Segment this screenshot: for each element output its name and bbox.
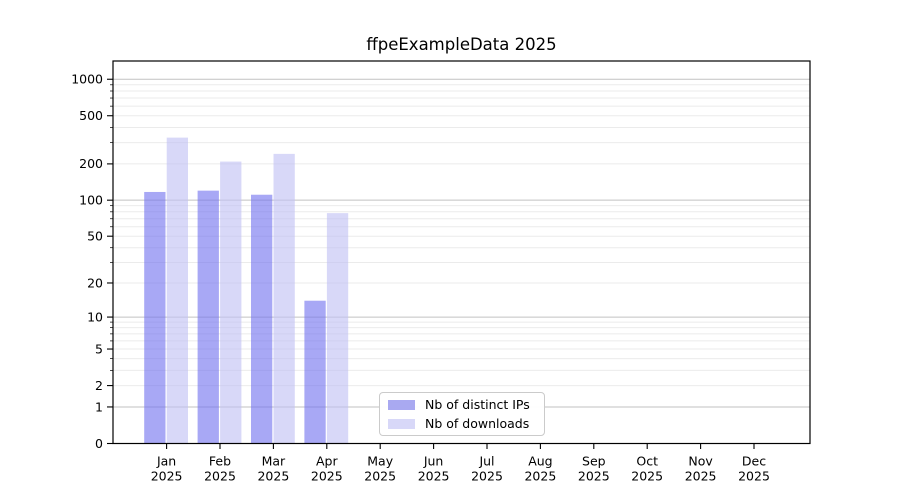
y-tick-label: 5 <box>95 341 103 356</box>
x-tick-label-year: 2025 <box>418 469 450 484</box>
y-tick-label: 1000 <box>71 72 103 87</box>
x-tick-label-month: Dec <box>742 454 766 469</box>
x-tick-label-month: Aug <box>528 454 552 469</box>
x-tick-label-month: Nov <box>688 454 713 469</box>
x-tick-label-month: Jun <box>423 454 444 469</box>
x-tick-label-year: 2025 <box>364 469 396 484</box>
x-tick-label-month: Sep <box>582 454 606 469</box>
x-tick-label-month: Jul <box>478 454 494 469</box>
x-tick-label-year: 2025 <box>578 469 610 484</box>
y-tick-label: 500 <box>79 108 103 123</box>
y-tick-label: 0 <box>95 436 103 451</box>
x-tick-label-month: May <box>367 454 393 469</box>
legend-swatch-downloads-icon <box>388 418 415 429</box>
bar-downloads <box>326 213 349 444</box>
bar-downloads <box>273 153 295 444</box>
bar-downloads <box>220 161 242 444</box>
bar-distinct-ips <box>197 190 219 444</box>
x-tick-label-year: 2025 <box>738 469 770 484</box>
bar-distinct-ips <box>251 194 273 444</box>
x-tick-label-year: 2025 <box>151 469 183 484</box>
x-tick-label-month: Feb <box>209 454 231 469</box>
x-tick-label-year: 2025 <box>311 469 343 484</box>
x-tick-label-month: Oct <box>636 454 658 469</box>
y-tick-label: 10 <box>87 309 103 324</box>
legend: Nb of distinct IPs Nb of downloads <box>379 392 545 436</box>
bar-downloads <box>166 137 188 444</box>
x-tick-label-month: Mar <box>262 454 286 469</box>
y-tick-label: 2 <box>95 378 103 393</box>
chart-title: ffpeExampleData 2025 <box>366 35 557 54</box>
y-tick-label: 50 <box>87 229 103 244</box>
bar-distinct-ips <box>144 191 166 444</box>
legend-label-downloads: Nb of downloads <box>425 416 530 431</box>
legend-item-downloads: Nb of downloads <box>388 416 536 431</box>
x-tick-label-year: 2025 <box>471 469 503 484</box>
x-tick-label-month: Jan <box>156 454 176 469</box>
legend-label-distinct-ips: Nb of distinct IPs <box>425 397 530 412</box>
y-tick-label: 1 <box>95 399 103 414</box>
x-tick-label-year: 2025 <box>685 469 717 484</box>
bar-distinct-ips <box>304 300 326 444</box>
legend-swatch-distinct-ips-icon <box>388 399 415 410</box>
x-tick-label-year: 2025 <box>257 469 289 484</box>
y-tick-label: 100 <box>79 192 103 207</box>
x-tick-label-year: 2025 <box>204 469 236 484</box>
legend-item-distinct-ips: Nb of distinct IPs <box>388 397 536 412</box>
x-tick-label-month: Apr <box>316 454 338 469</box>
x-tick-label-year: 2025 <box>631 469 663 484</box>
x-tick-label-year: 2025 <box>524 469 556 484</box>
y-tick-label: 200 <box>79 156 103 171</box>
plot-border <box>112 60 811 445</box>
y-tick-label: 20 <box>87 275 103 290</box>
